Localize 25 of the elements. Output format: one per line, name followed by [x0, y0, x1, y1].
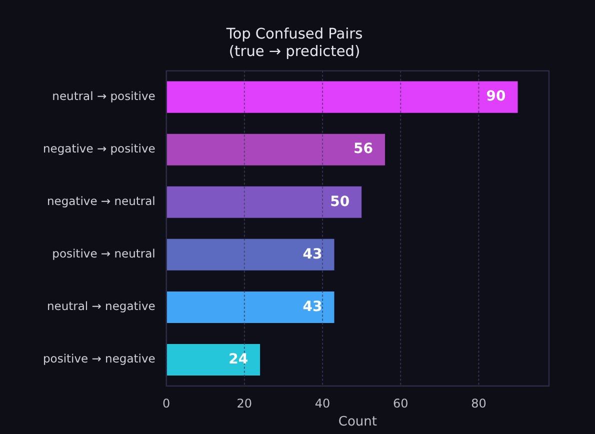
bar	[166, 186, 362, 218]
bar	[166, 291, 334, 323]
bar	[166, 238, 334, 270]
y-tick-label: negative → neutral	[46, 194, 156, 208]
y-tick-label: positive → neutral	[52, 246, 156, 261]
data-label: 43	[302, 298, 322, 315]
y-tick-label: neutral → negative	[46, 299, 156, 314]
y-tick-label: positive → negative	[42, 352, 156, 366]
x-axis-title: Count	[338, 414, 377, 430]
y-tick-label: negative → positive	[42, 142, 156, 156]
x-tick-label: 80	[471, 396, 486, 410]
data-label: 90	[486, 88, 506, 105]
x-tick-label: 0	[162, 396, 170, 410]
data-label: 43	[302, 246, 322, 262]
x-tick-label: 60	[392, 396, 408, 410]
chart-title: Top Confused Pairs (true → predicted)	[225, 26, 363, 60]
y-tick-label: neutral → positive	[52, 89, 156, 104]
x-tick-label: 20	[236, 396, 252, 410]
bar	[166, 81, 518, 113]
bar	[166, 134, 386, 166]
data-label: 24	[228, 351, 248, 368]
data-label: 56	[354, 141, 374, 158]
x-tick-label: 40	[314, 396, 330, 410]
bar	[166, 344, 260, 376]
data-label: 50	[330, 194, 350, 210]
